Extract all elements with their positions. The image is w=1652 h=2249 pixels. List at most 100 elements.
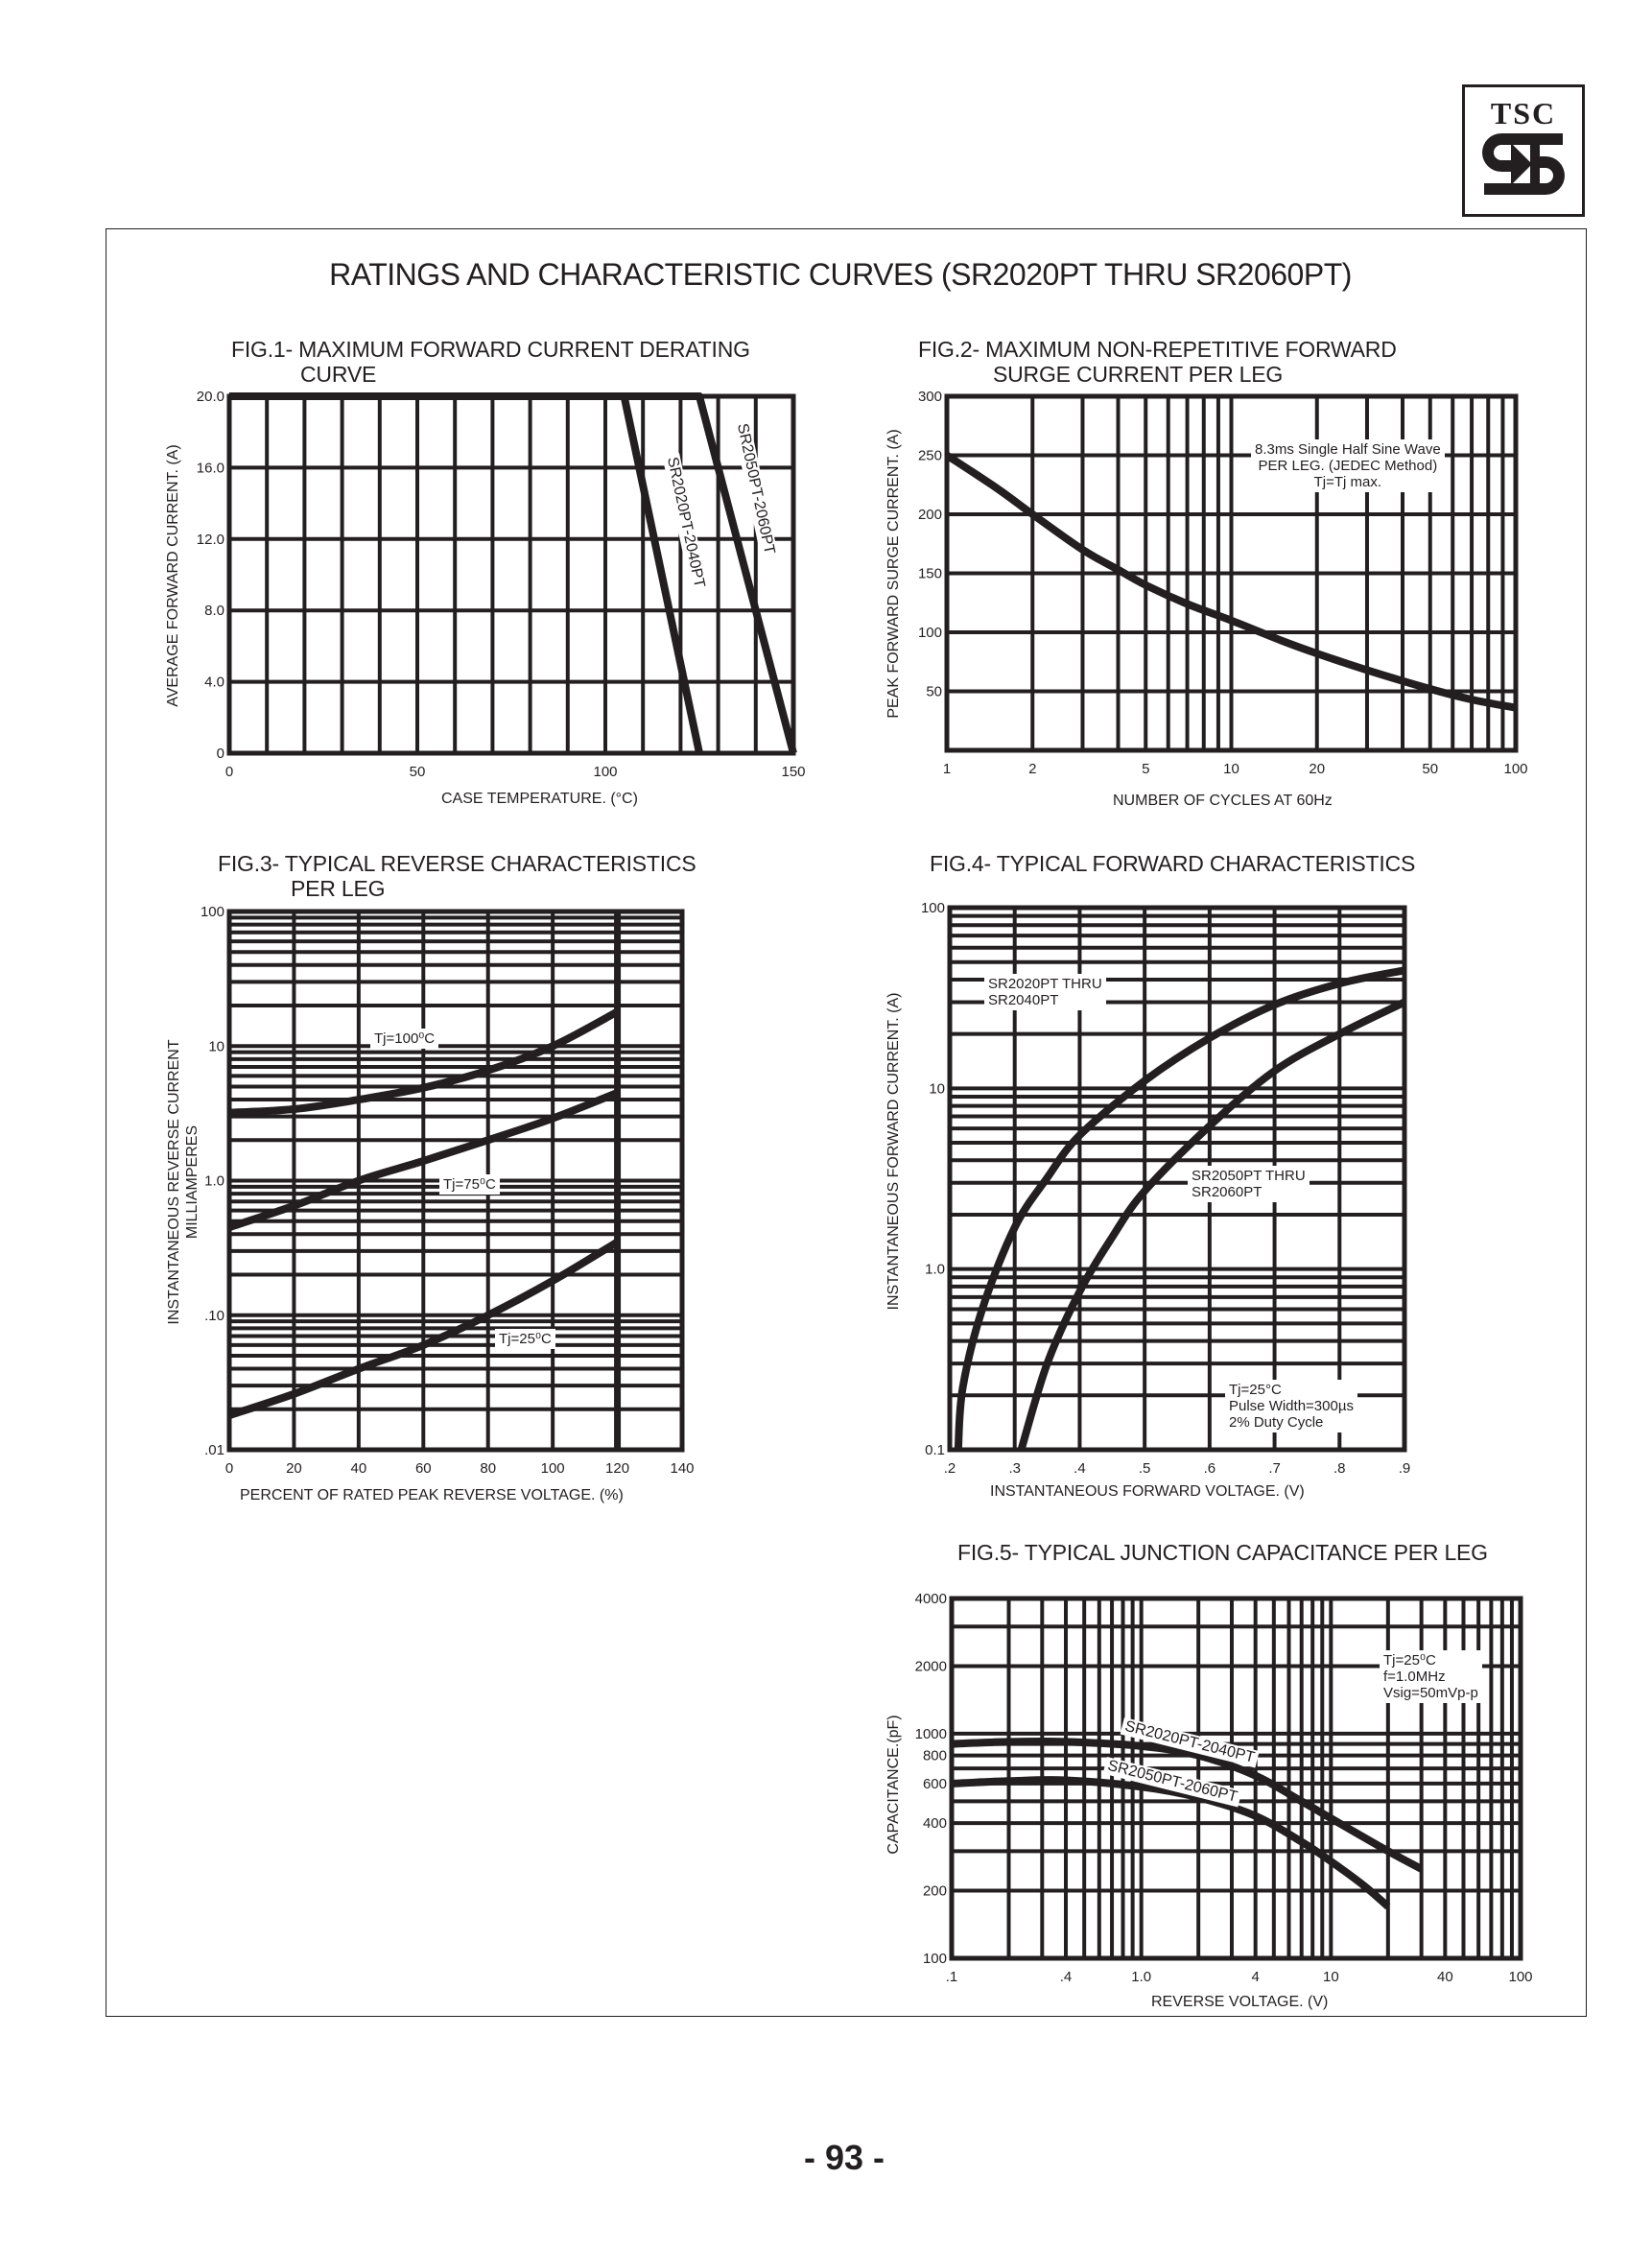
fig1-series-2-curve (229, 392, 797, 755)
x-tick-label: 120 (605, 1460, 629, 1477)
x-tick-label: .2 (944, 1460, 956, 1477)
note-line: SR2040PT (988, 992, 1059, 1008)
y-tick-label: 10 (208, 1038, 224, 1054)
fig1-title-line2: CURVE (300, 362, 377, 387)
x-tick-label: 10 (1323, 1969, 1339, 1985)
fig4-title: FIG.4- TYPICAL FORWARD CHARACTERISTICS (930, 851, 1416, 876)
x-tick-label: .6 (1204, 1460, 1216, 1477)
fig4-x-axis-label: INSTANTANEOUS FORWARD VOLTAGE. (V) (990, 1483, 1305, 1500)
y-tick-label: 100 (921, 900, 945, 916)
fig2-test-conditions-note: 8.3ms Single Half Sine Wave PER LEG. (JE… (1251, 439, 1445, 492)
x-tick-label: 20 (1309, 761, 1325, 777)
y-tick-label: 4000 (915, 1591, 947, 1607)
y-tick-label: 100 (923, 1951, 947, 1967)
y-tick-label: 10 (929, 1080, 945, 1097)
x-tick-label: .3 (1008, 1460, 1021, 1477)
y-tick-label: 200 (918, 507, 942, 523)
fig3-series-2-curve (227, 1089, 620, 1231)
x-tick-label: 150 (781, 764, 805, 780)
fig1-x-axis-label: CASE TEMPERATURE. (°C) (441, 791, 638, 807)
fig3-series-1-curve (228, 1007, 620, 1117)
note-line: Tj=Tj max. (1313, 474, 1382, 490)
fig5-test-conditions-note: Tj=25⁰C f=1.0MHz Vsig=50mVp-p (1380, 1650, 1482, 1703)
x-tick-label: 50 (410, 764, 426, 780)
y-tick-label: 12.0 (197, 532, 224, 548)
plot-border (226, 393, 796, 756)
y-tick-label: 100 (918, 625, 942, 641)
x-tick-label: .5 (1139, 1460, 1151, 1477)
x-tick-label: 140 (670, 1460, 694, 1477)
plot-border (949, 1596, 1523, 1961)
note-line: 2% Duty Cycle (1229, 1414, 1324, 1431)
x-tick-label: .9 (1399, 1460, 1411, 1477)
y-tick-label: 100 (201, 904, 224, 920)
fig4-series-label-2020-2040: SR2020PT THRU SR2040PT (984, 974, 1106, 1010)
y-tick-label: 150 (918, 566, 942, 582)
fig1-title-line1: FIG.1- MAXIMUM FORWARD CURRENT DERATING (231, 337, 750, 362)
x-tick-label: 100 (541, 1460, 565, 1477)
x-tick-label: 4 (1252, 1969, 1260, 1985)
fig3-series-3-curve (227, 1238, 620, 1419)
y-tick-label: 8.0 (204, 603, 224, 619)
note-line: Tj=25°C (1229, 1382, 1282, 1398)
fig4-test-conditions-note: Tj=25°C Pulse Width=300µs 2% Duty Cycle (1225, 1380, 1357, 1432)
fig3-title-line1: FIG.3- TYPICAL REVERSE CHARACTERISTICS (218, 851, 696, 876)
fig5-series-2-curve (951, 1776, 1391, 1910)
x-tick-label: 40 (351, 1460, 367, 1477)
y-tick-label: 0 (217, 746, 224, 762)
x-tick-label: 0 (225, 1460, 233, 1477)
fig5-series-1-curve (951, 1737, 1424, 1873)
note-line: f=1.0MHz (1383, 1669, 1446, 1685)
y-tick-label: 200 (923, 1883, 947, 1900)
y-tick-label: 600 (923, 1776, 947, 1792)
x-tick-label: 2 (1028, 761, 1036, 777)
note-line: Tj=25⁰C (1383, 1652, 1436, 1669)
fig5-x-axis-label: REVERSE VOLTAGE. (V) (1151, 1994, 1329, 2010)
fig3-series-label-25c: Tj=25⁰C (495, 1329, 555, 1349)
fig2-title-line2: SURGE CURRENT PER LEG (993, 362, 1284, 387)
x-tick-label: 80 (480, 1460, 496, 1477)
note-line: SR2020PT THRU (988, 976, 1102, 992)
fig1-chart: 0 50 100 150 0 4.0 8.0 12.0 16.0 20.0 (197, 389, 806, 780)
y-tick-label: 1.0 (925, 1262, 945, 1278)
y-tick-label: 16.0 (197, 460, 224, 476)
y-tick-label: 1.0 (204, 1173, 224, 1190)
fig3-series-label-100c: Tj=100⁰C (370, 1029, 439, 1049)
x-tick-label: 5 (1142, 761, 1149, 777)
tsc-logo: TSC (1462, 84, 1585, 217)
y-tick-label: 250 (918, 448, 942, 464)
fig3-title-line2: PER LEG (291, 876, 386, 901)
x-tick-label: .8 (1333, 1460, 1346, 1477)
page-number: - 93 - (803, 2138, 885, 2177)
y-tick-label: 2000 (915, 1658, 947, 1674)
y-tick-label: .01 (204, 1442, 224, 1458)
fig4-series-label-2050-2060: SR2050PT THRU SR2060PT (1188, 1166, 1310, 1202)
plot-border (947, 905, 1407, 1453)
x-tick-label: 0 (225, 764, 233, 780)
fig4-series-2-curve (1017, 998, 1406, 1452)
fig3-series-label-75c: Tj=75⁰C (439, 1174, 500, 1195)
x-tick-label: 1 (943, 761, 951, 777)
y-tick-label: 400 (923, 1815, 947, 1832)
page-title: RATINGS AND CHARACTERISTIC CURVES (SR202… (329, 257, 1352, 292)
note-line: 8.3ms Single Half Sine Wave (1255, 441, 1441, 458)
y-tick-label: 1000 (915, 1726, 947, 1742)
fig4-series-1-curve (954, 966, 1405, 1451)
x-tick-label: .1 (946, 1969, 958, 1985)
y-tick-label: .10 (204, 1308, 224, 1324)
y-tick-label: 4.0 (204, 675, 224, 691)
fig2-chart: 1 2 5 10 20 50 100 50 100 150 200 250 300 (918, 389, 1528, 777)
fig2-title-line1: FIG.2- MAXIMUM NON-REPETITIVE FORWARD (918, 337, 1397, 362)
note-line: SR2050PT THRU (1192, 1168, 1306, 1184)
x-tick-label: 60 (415, 1460, 432, 1477)
note-line: Pulse Width=300µs (1229, 1398, 1354, 1414)
tsc-logo-mark-icon: TSC (1482, 96, 1565, 195)
y-tick-label: 50 (926, 684, 942, 700)
plot-border (226, 909, 685, 1453)
figure-frame (106, 228, 1587, 2017)
x-tick-label: 40 (1437, 1969, 1453, 1985)
x-tick-label: 20 (286, 1460, 302, 1477)
note-line: PER LEG. (JEDEC Method) (1258, 458, 1438, 474)
plot-border (944, 393, 1519, 753)
